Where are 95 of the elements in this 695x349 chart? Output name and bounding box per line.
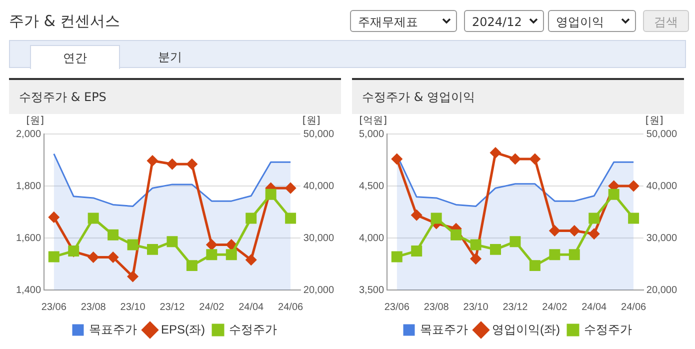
- x-tick-label: 24/02: [199, 302, 225, 313]
- point: [628, 180, 639, 192]
- legend-label: 수정주가: [584, 322, 632, 336]
- legend-label: 목표주가: [89, 322, 137, 336]
- point: [470, 239, 482, 250]
- point: [588, 228, 600, 240]
- x-tick-label: 24/06: [278, 302, 304, 313]
- text: 검색: [643, 10, 689, 32]
- point: [265, 188, 276, 200]
- point: [392, 154, 402, 164]
- point: [549, 249, 560, 260]
- point: [285, 212, 296, 224]
- y2-tick-label: 30,000: [303, 232, 334, 244]
- y-tick-label: 3,500: [358, 284, 384, 296]
- point: [470, 254, 482, 264]
- point: [127, 239, 138, 250]
- y-axis-title: [억원]: [359, 116, 388, 127]
- x-tick-label: 23/08: [424, 302, 450, 313]
- x-tick-label: 24/06: [621, 302, 646, 313]
- point: [88, 252, 99, 262]
- y-tick-label: 5,000: [358, 128, 384, 140]
- point: [166, 158, 178, 170]
- point: [226, 240, 237, 250]
- point: [246, 254, 256, 266]
- point: [411, 210, 422, 220]
- y-tick-label: 1,800: [16, 180, 42, 192]
- y2-tick-label: 50,000: [303, 128, 334, 140]
- text: 영업이익: [548, 10, 636, 32]
- y-tick-label: 4,500: [358, 180, 384, 192]
- y-tick-label: 2,000: [16, 128, 42, 140]
- point: [246, 212, 257, 224]
- point: [490, 147, 501, 158]
- point: [569, 225, 580, 236]
- point: [88, 212, 99, 224]
- point: [530, 154, 540, 164]
- point: [588, 212, 600, 224]
- x-tick-label: 23/10: [120, 302, 146, 313]
- point: [108, 252, 118, 262]
- point: [147, 244, 158, 255]
- x-tick-label: 23/06: [384, 302, 410, 313]
- y-tick-label: 1,600: [16, 232, 42, 244]
- point: [510, 236, 521, 248]
- point: [430, 212, 442, 224]
- point: [48, 251, 60, 262]
- point: [608, 188, 620, 200]
- point: [206, 249, 218, 260]
- y2-tick-label: 20,000: [646, 284, 678, 296]
- point: [450, 229, 462, 240]
- point: [411, 246, 422, 256]
- point: [48, 212, 60, 222]
- x-tick-label: 24/04: [238, 302, 264, 313]
- text: 2024/12: [464, 10, 544, 32]
- point: [549, 225, 560, 236]
- y2-axis-title: [원]: [302, 116, 320, 127]
- legend-label: 수정주가: [229, 322, 277, 336]
- point: [568, 249, 580, 260]
- point: [529, 260, 540, 272]
- point: [391, 251, 402, 262]
- text: 연간: [30, 45, 120, 69]
- point: [166, 236, 178, 248]
- text: 주가 & 컨센서스: [9, 12, 120, 31]
- point: [206, 240, 217, 250]
- y2-tick-label: 50,000: [646, 128, 678, 140]
- point: [285, 182, 296, 194]
- point: [108, 229, 119, 240]
- point: [147, 156, 158, 166]
- legend-label: 목표주가: [420, 322, 468, 336]
- legend-label: EPS(좌): [161, 322, 206, 336]
- y2-tick-label: 20,000: [303, 284, 334, 296]
- chart-title: 수정주가 & EPS: [9, 80, 341, 114]
- point: [628, 212, 640, 224]
- legend-label: 영업이익(좌): [492, 322, 560, 336]
- y-axis-title: [원]: [26, 116, 44, 127]
- x-tick-label: 24/04: [582, 302, 608, 313]
- y-tick-label: 4,000: [358, 232, 384, 244]
- point: [186, 158, 198, 170]
- y2-tick-label: 40,000: [646, 180, 678, 192]
- point: [510, 154, 520, 164]
- text: 주재무제표: [350, 10, 457, 32]
- text: 분기: [157, 49, 183, 66]
- point: [490, 244, 501, 255]
- x-tick-label: 23/06: [41, 302, 67, 313]
- y2-tick-label: 30,000: [646, 232, 678, 244]
- y-tick-label: 1,400: [16, 284, 42, 296]
- point: [226, 249, 237, 260]
- y2-tick-label: 40,000: [303, 180, 334, 192]
- chart-title: 수정주가 & 영업이익: [352, 80, 684, 114]
- point: [128, 271, 138, 282]
- x-tick-label: 23/10: [463, 302, 489, 313]
- point: [186, 260, 198, 272]
- x-tick-label: 23/12: [502, 302, 528, 313]
- x-tick-label: 23/12: [160, 302, 186, 313]
- x-tick-label: 24/02: [542, 302, 568, 313]
- x-tick-label: 23/08: [80, 302, 106, 313]
- y2-axis-title: [원]: [645, 116, 664, 127]
